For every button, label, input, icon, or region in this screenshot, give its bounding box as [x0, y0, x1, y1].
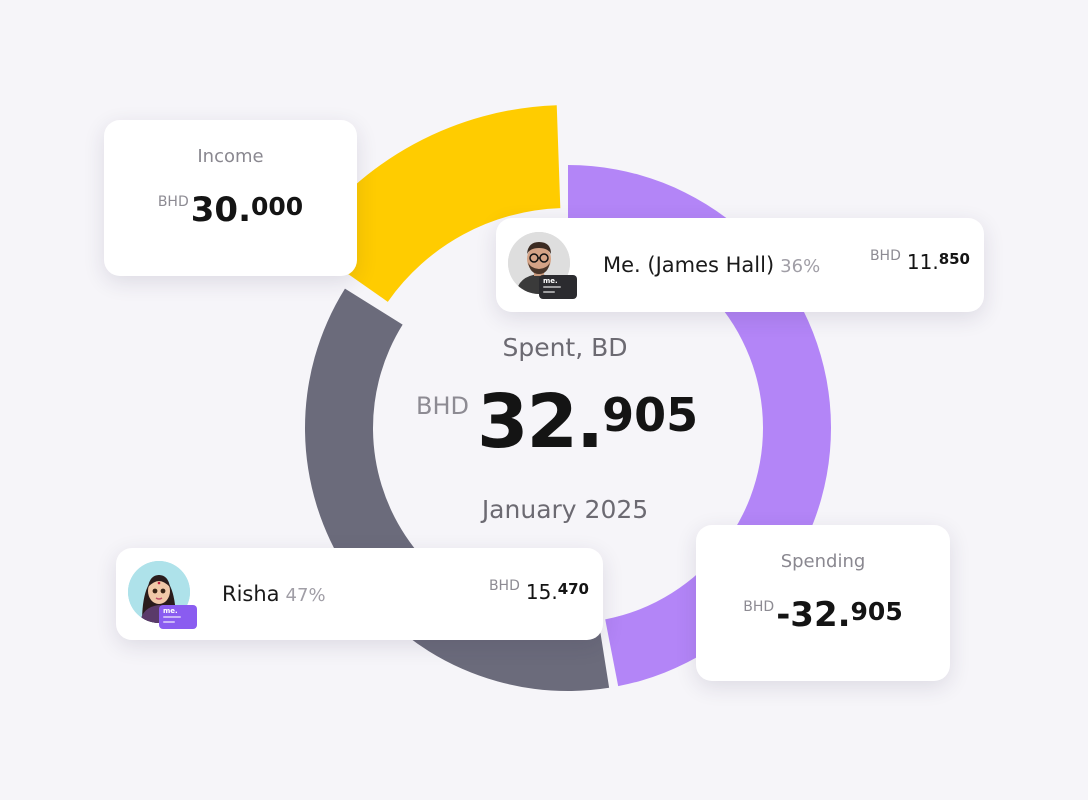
spending-card[interactable]: Spending BHD-32.905: [696, 525, 950, 681]
member-name-text: Risha: [222, 582, 280, 606]
income-decimal: 000: [250, 192, 304, 221]
income-label: Income: [197, 146, 264, 167]
income-card[interactable]: Income BHD30.000: [104, 120, 357, 276]
period-label: January 2025: [481, 495, 649, 524]
spending-label: Spending: [780, 551, 866, 572]
card-brand: me.: [163, 607, 178, 615]
spending-integer: -32.: [776, 595, 851, 635]
total-spent: BHD 32.905: [416, 382, 698, 462]
card-brand: me.: [543, 277, 558, 285]
total-currency: BHD: [416, 392, 469, 420]
chart-title: Spent, BD: [502, 333, 628, 362]
total-integer: 32.: [477, 379, 604, 465]
spending-currency: BHD: [743, 599, 775, 615]
member-row-james[interactable]: me. Me. (James Hall) 36% BHD 11.850: [496, 218, 984, 312]
income-currency: BHD: [157, 194, 189, 210]
member-percent: 36%: [780, 256, 821, 277]
member-amount-integer: 11.: [906, 250, 939, 274]
income-integer: 30.: [190, 190, 251, 230]
member-amount-decimal: 850: [938, 250, 970, 268]
bank-card-icon: me.: [159, 605, 197, 629]
bank-card-icon: me.: [539, 275, 577, 299]
donut-segment-income: [303, 105, 561, 302]
spending-amount: BHD-32.905: [696, 595, 950, 635]
member-amount-integer: 15.: [525, 580, 558, 604]
member-name: Me. (James Hall) 36%: [603, 253, 820, 277]
total-decimal: 905: [602, 388, 699, 442]
member-name: Risha 47%: [222, 582, 326, 606]
member-percent: 47%: [285, 585, 326, 606]
member-row-risha[interactable]: me. Risha 47% BHD 15.470: [116, 548, 603, 640]
member-amount: BHD 11.850: [869, 248, 970, 274]
spending-decimal: 905: [850, 597, 903, 626]
member-amount: BHD 15.470: [488, 578, 589, 604]
member-currency: BHD: [869, 248, 901, 264]
income-amount: BHD30.000: [104, 190, 357, 230]
member-currency: BHD: [488, 578, 520, 594]
member-amount-decimal: 470: [557, 580, 589, 598]
member-name-text: Me. (James Hall): [603, 253, 775, 277]
